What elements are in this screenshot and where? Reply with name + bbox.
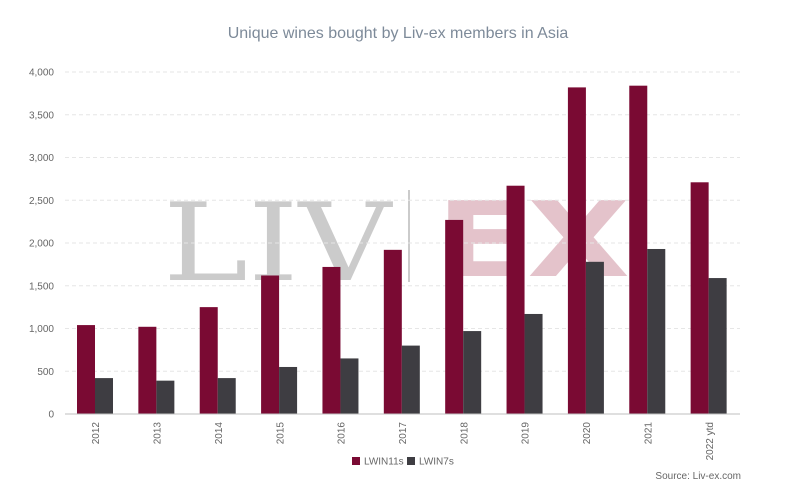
x-tick-label: 2015 bbox=[275, 422, 286, 445]
y-tick-label: 4,000 bbox=[29, 68, 54, 79]
bar-lwin11s-2016[interactable] bbox=[322, 266, 341, 414]
x-tick-label: 2012 bbox=[91, 422, 102, 445]
legend-swatch-lwin7s bbox=[407, 457, 415, 465]
bar-lwin7s-2017[interactable] bbox=[401, 345, 420, 414]
x-tick-label: 2014 bbox=[214, 422, 225, 445]
bar-lwin11s-2015[interactable] bbox=[261, 275, 280, 414]
x-tick-label: 2016 bbox=[337, 422, 348, 445]
watermark-divider bbox=[408, 190, 410, 282]
x-tick-label: 2013 bbox=[153, 422, 164, 445]
bar-lwin7s-2012[interactable] bbox=[95, 378, 113, 414]
x-tick-label: 2022 ytd bbox=[705, 422, 716, 460]
x-tick-label: 2021 bbox=[643, 422, 654, 445]
x-axis-ticks: 2012 2013 2014 2015 2016 2017 2018 2019 2020 2021… bbox=[91, 422, 716, 461]
bar-lwin11s-2019[interactable] bbox=[506, 185, 525, 414]
y-tick-label: 2,000 bbox=[29, 239, 54, 250]
bar-lwin7s-2016[interactable] bbox=[340, 358, 359, 414]
bars bbox=[77, 85, 727, 415]
y-tick-label: 3,500 bbox=[29, 110, 54, 121]
gridlines bbox=[65, 71, 740, 372]
legend-label-lwin7s: LWIN7s bbox=[419, 457, 454, 468]
legend-item-lwin7s[interactable]: LWIN7s bbox=[407, 457, 454, 468]
legend-label-lwin11s: LWIN11s bbox=[364, 457, 404, 468]
x-tick-label: 2018 bbox=[459, 422, 470, 445]
bar-lwin11s-2013[interactable] bbox=[138, 326, 157, 414]
bar-lwin7s-2019[interactable] bbox=[524, 313, 543, 414]
bar-lwin7s-2020[interactable] bbox=[585, 261, 604, 414]
legend: LWIN11s LWIN7s bbox=[352, 457, 454, 468]
bar-lwin11s-2018[interactable] bbox=[445, 219, 464, 414]
y-tick-label: 3,000 bbox=[29, 153, 54, 164]
y-tick-label: 1,500 bbox=[29, 281, 54, 292]
bar-lwin11s-2020[interactable] bbox=[567, 87, 586, 414]
legend-swatch-lwin11s bbox=[352, 457, 360, 465]
bar-lwin11s-2021[interactable] bbox=[629, 85, 648, 415]
x-tick-label: 2017 bbox=[398, 422, 409, 445]
bar-lwin7s-2013[interactable] bbox=[156, 380, 175, 414]
bar-lwin7s-2022-ytd[interactable] bbox=[708, 278, 727, 414]
y-tick-label: 500 bbox=[37, 367, 54, 378]
bar-lwin7s-2014[interactable] bbox=[217, 378, 236, 414]
y-tick-label: 1,000 bbox=[29, 324, 54, 335]
bar-lwin11s-2012[interactable] bbox=[77, 325, 95, 414]
source-note: Source: Liv-ex.com bbox=[655, 471, 741, 482]
legend-item-lwin11s[interactable]: LWIN11s bbox=[352, 457, 404, 468]
x-tick-label: 2020 bbox=[582, 422, 593, 445]
y-tick-label: 0 bbox=[48, 410, 54, 421]
bar-lwin7s-2015[interactable] bbox=[279, 366, 298, 414]
bar-lwin11s-2014[interactable] bbox=[199, 307, 218, 414]
bar-lwin7s-2018[interactable] bbox=[463, 331, 482, 414]
chart-title: Unique wines bought by Liv-ex members in… bbox=[228, 25, 569, 42]
y-tick-label: 2,500 bbox=[29, 196, 54, 207]
y-axis-ticks: 0 500 1,000 1,500 2,000 2,500 3,000 3,500 4,000 bbox=[29, 68, 54, 421]
bar-lwin7s-2021[interactable] bbox=[647, 248, 666, 414]
x-tick-label: 2019 bbox=[521, 422, 532, 445]
bar-lwin11s-2017[interactable] bbox=[383, 249, 402, 414]
bar-lwin11s-2022-ytd[interactable] bbox=[690, 182, 709, 414]
